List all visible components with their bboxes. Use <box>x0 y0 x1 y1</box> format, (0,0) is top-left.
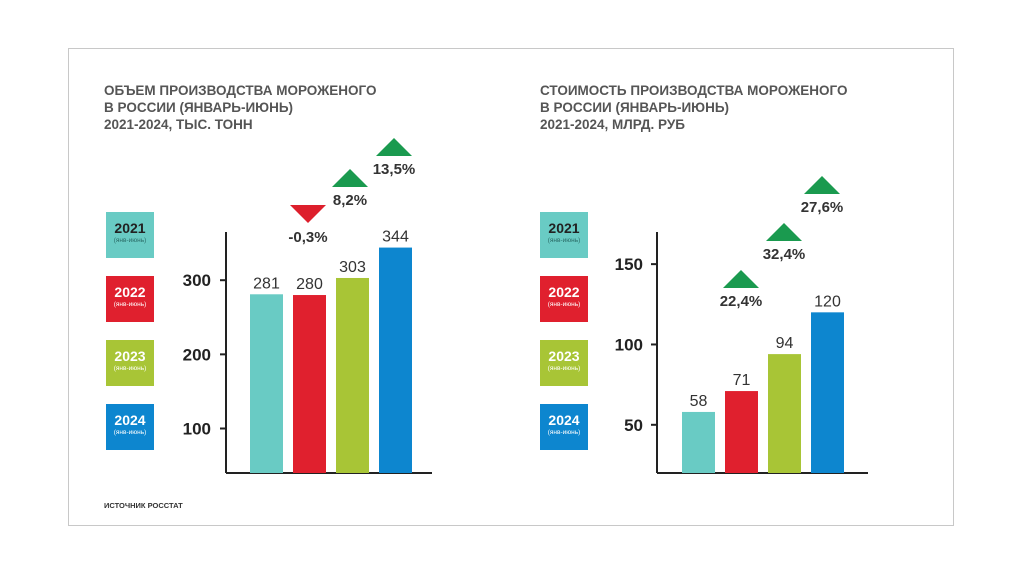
legend-year: 2024 <box>114 412 146 428</box>
bar-value-label: 303 <box>339 259 366 276</box>
y-tick-label: 200 <box>183 345 211 364</box>
y-tick-label: 50 <box>624 416 643 435</box>
increase-arrow-icon <box>804 176 840 194</box>
chart2-title: СТОИМОСТЬ ПРОИЗВОДСТВА МОРОЖЕНОГО В РОСС… <box>540 83 848 132</box>
legend-period: (янв-июнь) <box>547 365 581 372</box>
legend-2023: 2023 (янв-июнь) <box>106 340 154 386</box>
change-label: 32,4% <box>763 246 806 263</box>
bar-value-label: 281 <box>253 275 280 292</box>
legend-period: (янв-июнь) <box>113 429 147 436</box>
legend-period: (янв-июнь) <box>113 301 147 308</box>
legend-2022: 2022 (янв-июнь) <box>540 276 588 322</box>
legend-period: (янв-июнь) <box>113 237 147 244</box>
legend-year: 2024 <box>548 412 580 428</box>
bar-2022 <box>725 391 758 473</box>
change-label: -0,3% <box>288 229 327 246</box>
y-tick-label: 100 <box>615 335 643 354</box>
y-tick-label: 100 <box>183 420 211 439</box>
change-label: 13,5% <box>373 161 416 178</box>
legend-year: 2021 <box>114 220 146 236</box>
bar-2024 <box>811 312 844 473</box>
legend-period: (янв-июнь) <box>547 237 581 244</box>
legend-year: 2021 <box>548 220 580 236</box>
decrease-arrow-icon <box>290 205 326 223</box>
legend-period: (янв-июнь) <box>547 301 581 308</box>
bar-value-label: 58 <box>690 393 708 410</box>
bar-2023 <box>768 354 801 473</box>
legend-year: 2023 <box>114 348 146 364</box>
increase-arrow-icon <box>376 138 412 156</box>
legend-2022: 2022 (янв-июнь) <box>106 276 154 322</box>
y-tick-label: 150 <box>615 255 643 274</box>
infographic-panel <box>68 48 954 526</box>
change-label: 27,6% <box>801 199 844 216</box>
chart1-title: ОБЪЕМ ПРОИЗВОДСТВА МОРОЖЕНОГО В РОССИИ (… <box>104 83 377 132</box>
bar-2024 <box>379 247 412 473</box>
change-label: 8,2% <box>333 192 367 209</box>
legend-period: (янв-июнь) <box>547 429 581 436</box>
legend-year: 2022 <box>114 284 146 300</box>
bar-2022 <box>293 295 326 473</box>
bar-2021 <box>250 294 283 473</box>
bar-2023 <box>336 277 369 473</box>
bar-value-label: 71 <box>733 372 751 389</box>
increase-arrow-icon <box>332 169 368 187</box>
increase-arrow-icon <box>766 223 802 241</box>
bar-value-label: 120 <box>814 293 841 310</box>
y-tick-label: 300 <box>183 271 211 290</box>
legend-2023: 2023 (янв-июнь) <box>540 340 588 386</box>
bar-value-label: 94 <box>776 335 794 352</box>
legend-2024: 2024 (янв-июнь) <box>540 404 588 450</box>
bar-2021 <box>682 411 715 473</box>
legend-year: 2023 <box>548 348 580 364</box>
change-label: 22,4% <box>720 293 763 310</box>
legend-2021: 2021 (янв-июнь) <box>540 212 588 258</box>
bar-value-label: 280 <box>296 276 323 293</box>
legend-2024: 2024 (янв-июнь) <box>106 404 154 450</box>
increase-arrow-icon <box>723 270 759 288</box>
source-label: ИСТОЧНИК РОССТАТ <box>104 501 183 510</box>
bar-value-label: 344 <box>382 229 409 246</box>
legend-year: 2022 <box>548 284 580 300</box>
legend-period: (янв-июнь) <box>113 365 147 372</box>
legend-2021: 2021 (янв-июнь) <box>106 212 154 258</box>
